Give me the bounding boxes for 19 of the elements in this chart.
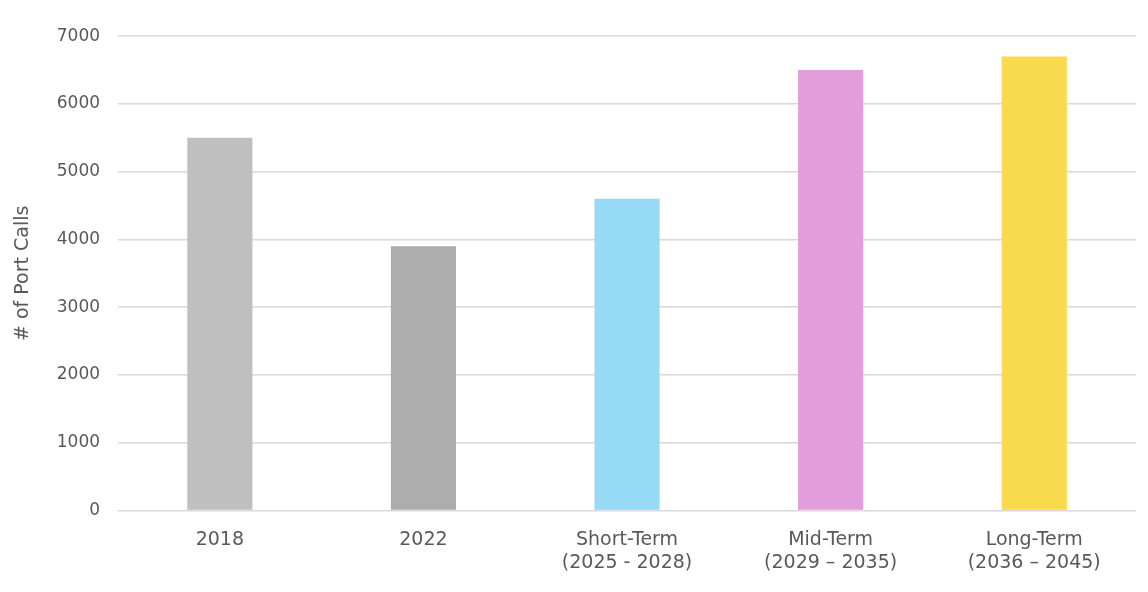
y-tick-label: 0 [89,498,101,519]
y-axis-title: # of Port Calls [10,205,33,341]
y-tick-label: 4000 [56,227,101,248]
y-tick-label: 3000 [56,295,101,316]
x-tick-label: Short-Term (2025 - 2028) [561,526,693,572]
y-tick-label: 6000 [56,92,101,113]
bar [1001,56,1067,510]
x-tick-label: Long-Term (2036 – 2045) [967,526,1101,572]
x-tick-label: 2022 [399,526,448,549]
y-tick-label: 1000 [56,431,101,452]
y-tick-label: 7000 [56,24,101,45]
x-tick-label: Mid-Term (2029 – 2035) [764,526,898,572]
bar [187,137,253,510]
y-tick-label: 2000 [56,363,101,384]
y-tick-label: 5000 [56,160,101,181]
bar [594,198,660,510]
bar [798,70,864,510]
bar [390,246,457,510]
x-tick-label: 2018 [195,526,245,549]
